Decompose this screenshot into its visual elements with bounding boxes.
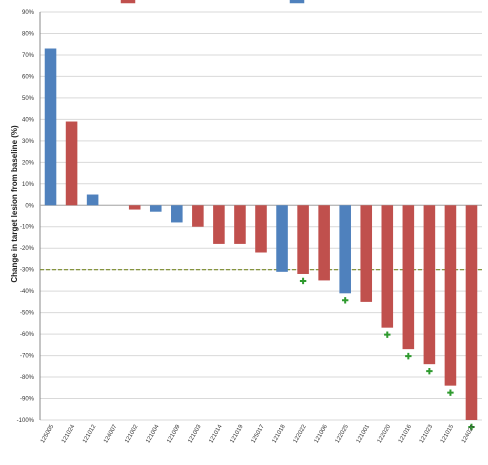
x-tick-label: 124021 [461, 423, 477, 444]
bar [255, 205, 267, 253]
y-tick-label: -50% [20, 311, 35, 317]
bar [444, 205, 457, 386]
markers-layer [299, 277, 475, 431]
legend [119, 0, 306, 5]
y-tick-label: -60% [20, 332, 35, 338]
marker-cross [426, 367, 433, 375]
y-tick-label: 0% [25, 203, 34, 209]
x-tick-label: 121012 [82, 423, 98, 444]
x-tick-label: 124007 [103, 423, 119, 444]
bar [128, 205, 141, 210]
y-tick-labels: 90% 80% 70% 60% 50% 40% 30% 20% 10% 0% -10% -20% -30… [17, 10, 35, 424]
marker-cross [384, 331, 391, 338]
bars-layer [44, 48, 478, 420]
x-tick-label: 122020 [377, 423, 393, 444]
y-tick-label: 10% [22, 182, 35, 188]
x-tick-label: 121018 [272, 423, 288, 444]
marker-cross [468, 423, 475, 431]
x-tick-label: 121024 [61, 423, 77, 444]
bar [276, 205, 288, 272]
bar [339, 205, 351, 294]
x-tick-label: 121001 [356, 423, 372, 444]
bar [213, 205, 225, 244]
bar [65, 121, 78, 206]
y-tick-label: 20% [22, 160, 35, 166]
y-tick-label: 90% [22, 10, 35, 16]
bar [44, 48, 57, 206]
x-tick-label: 121016 [398, 423, 414, 444]
marker-cross [405, 352, 412, 360]
y-tick-label: 50% [22, 96, 35, 102]
bar [360, 205, 373, 302]
y-tick-label: -40% [20, 289, 35, 295]
x-tick-label: 121015 [440, 423, 456, 444]
y-tick-label: -70% [20, 354, 35, 360]
bar [86, 194, 99, 206]
x-tick-label: 121019 [229, 423, 245, 444]
bar [234, 205, 246, 244]
x-tick-label: 121003 [187, 423, 203, 444]
legend-swatch [288, 0, 306, 5]
y-tick-label: -80% [20, 375, 35, 381]
y-tick-label: -30% [20, 268, 35, 274]
x-tick-label: 121014 [208, 423, 224, 444]
x-tick-label: 122025 [335, 423, 351, 444]
x-tick-label: 121009 [166, 423, 182, 444]
y-tick-label: 80% [22, 31, 35, 37]
x-tick-label: 125017 [251, 423, 267, 444]
y-axis-label: Change in target lesion from baseline (%… [10, 125, 19, 283]
marker-cross [299, 277, 307, 285]
x-tick-label: 125005 [40, 423, 56, 444]
y-tick-label: -90% [20, 397, 35, 403]
bar [171, 205, 183, 223]
bar [192, 205, 204, 227]
bar [465, 205, 478, 420]
bar [318, 205, 330, 281]
x-tick-label: 121002 [124, 423, 140, 444]
bar [297, 205, 309, 274]
y-tick-label: -20% [20, 246, 35, 252]
bar [402, 205, 415, 350]
marker-cross [341, 297, 349, 304]
x-tick-label: 121006 [314, 423, 330, 444]
y-tick-label: -10% [20, 225, 35, 231]
bar [149, 205, 162, 212]
y-tick-label: -100% [17, 418, 35, 424]
x-tick-label: 121023 [419, 423, 435, 444]
marker-cross [447, 389, 454, 396]
y-tick-label: 40% [22, 117, 35, 123]
bar [381, 205, 394, 328]
legend-swatch [119, 0, 137, 5]
x-tick-labels: 125005 121024 121012 124007 121002 121004 1210… [40, 423, 476, 444]
x-tick-label: 121004 [145, 423, 161, 444]
x-tick-label: 122022 [293, 423, 309, 444]
bar [423, 205, 436, 365]
y-tick-label: 70% [22, 53, 35, 59]
y-tick-label: 60% [22, 74, 35, 80]
y-tick-label: 30% [22, 139, 35, 145]
